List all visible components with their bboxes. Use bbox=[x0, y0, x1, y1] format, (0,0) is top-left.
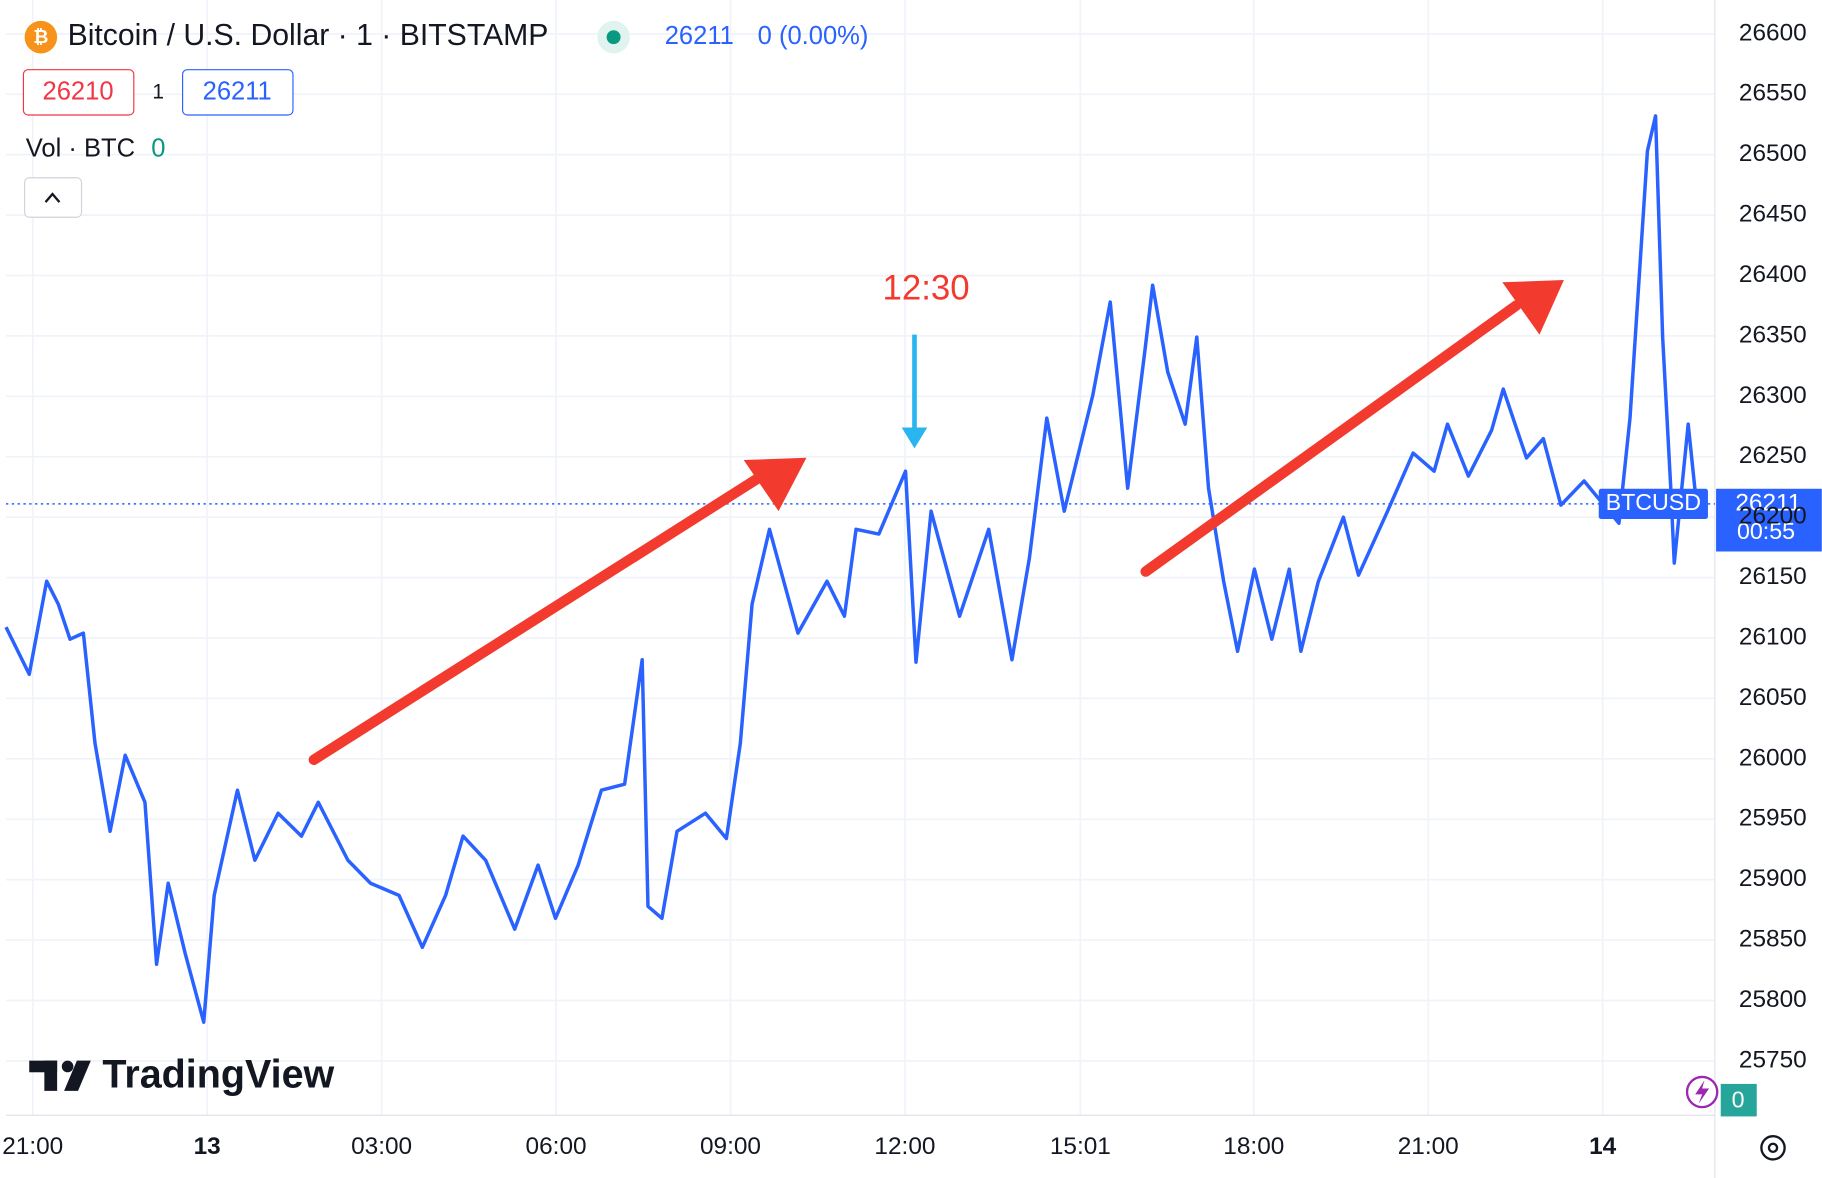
brand: TradingView bbox=[102, 1052, 334, 1096]
logo-mark bbox=[29, 1060, 58, 1073]
y-tick-label: 26150 bbox=[1739, 563, 1807, 590]
y-tick-label: 26250 bbox=[1739, 442, 1807, 469]
volume-value: 0 bbox=[151, 135, 165, 163]
collapse-icon[interactable] bbox=[44, 192, 61, 203]
spread: 1 bbox=[152, 80, 164, 103]
price-tag-countdown: 00:55 bbox=[1737, 518, 1795, 544]
y-tick-label: 25850 bbox=[1739, 925, 1807, 952]
collapse-button[interactable] bbox=[24, 177, 83, 218]
ask[interactable]: 26211 bbox=[203, 78, 272, 106]
grid bbox=[6, 0, 1715, 1116]
x-tick-label: 09:00 bbox=[700, 1133, 761, 1160]
x-tick-label: 21:00 bbox=[1398, 1133, 1459, 1160]
bid[interactable]: 26210 bbox=[43, 78, 114, 106]
price-line bbox=[4, 114, 1699, 1024]
y-tick-label: 26300 bbox=[1739, 382, 1807, 409]
y-tick-label: 26000 bbox=[1739, 744, 1807, 771]
y-tick-label: 26050 bbox=[1739, 684, 1807, 711]
x-tick-label: 14 bbox=[1589, 1133, 1617, 1160]
logo-mark bbox=[64, 1060, 91, 1091]
y-tick-label: 26550 bbox=[1739, 80, 1807, 107]
settings-icon[interactable] bbox=[1760, 1135, 1786, 1161]
arrow-head bbox=[1502, 279, 1564, 335]
y-tick-label: 26350 bbox=[1739, 321, 1807, 348]
y-tick-label: 26100 bbox=[1739, 623, 1807, 650]
annotation: 12:30 bbox=[883, 269, 970, 308]
y-tick-label: 25800 bbox=[1739, 986, 1807, 1013]
header-price: 26211 bbox=[665, 22, 734, 50]
logo-mark bbox=[44, 1060, 58, 1091]
price-tag bbox=[1716, 488, 1822, 552]
x-tick-label: 15:01 bbox=[1050, 1133, 1111, 1160]
arrow-head bbox=[743, 457, 807, 512]
red-arrows bbox=[308, 279, 1564, 766]
price-line-group bbox=[4, 114, 1699, 1024]
x-tick-label: 13 bbox=[194, 1133, 221, 1160]
volume-label: Vol · BTC bbox=[26, 135, 135, 163]
y-tick-label: 26400 bbox=[1739, 261, 1807, 288]
symbol: Bitcoin / U.S. Dollar · 1 · BITSTAMP bbox=[68, 19, 549, 52]
blue-arrow-head bbox=[901, 427, 928, 449]
x-tick-label: 12:00 bbox=[874, 1133, 935, 1160]
logo: TradingView bbox=[29, 1052, 335, 1096]
y-tick-label: 26200 bbox=[1739, 503, 1807, 530]
y-tick-label: 25950 bbox=[1739, 805, 1807, 832]
settings-icon-center[interactable] bbox=[1767, 1142, 1779, 1154]
x-tick-label: 18:00 bbox=[1223, 1133, 1284, 1160]
y-tick-label: 25900 bbox=[1739, 865, 1807, 892]
y-tick-label: 26450 bbox=[1739, 201, 1807, 228]
arrow-shaft bbox=[308, 471, 767, 766]
y-tick-label: 26600 bbox=[1739, 19, 1807, 46]
coin-icon bbox=[24, 20, 58, 54]
arrow-shaft bbox=[1140, 300, 1522, 577]
x-tick-label: 21:00 bbox=[2, 1133, 63, 1160]
volume-tag bbox=[1720, 1083, 1757, 1117]
logo-mark bbox=[61, 1060, 74, 1073]
y-tick-label: 26500 bbox=[1739, 140, 1807, 167]
ask-box[interactable] bbox=[182, 69, 294, 116]
price-tag-value: 26211 bbox=[1735, 489, 1801, 516]
bid-box[interactable] bbox=[22, 69, 135, 116]
x-tick-label: 03:00 bbox=[351, 1133, 412, 1160]
coin-glyph: ₿ bbox=[33, 26, 48, 47]
header-change: 0 (0.00%) bbox=[758, 22, 869, 50]
status-dot bbox=[606, 30, 621, 45]
lightning-glyph[interactable] bbox=[1695, 1080, 1710, 1104]
volume-tag-value: 0 bbox=[1732, 1086, 1745, 1112]
y-tick-label: 25750 bbox=[1739, 1046, 1807, 1073]
series-tag bbox=[1598, 488, 1708, 519]
x-tick-label: 06:00 bbox=[526, 1133, 587, 1160]
series-tag-name: BTCUSD bbox=[1606, 489, 1701, 515]
